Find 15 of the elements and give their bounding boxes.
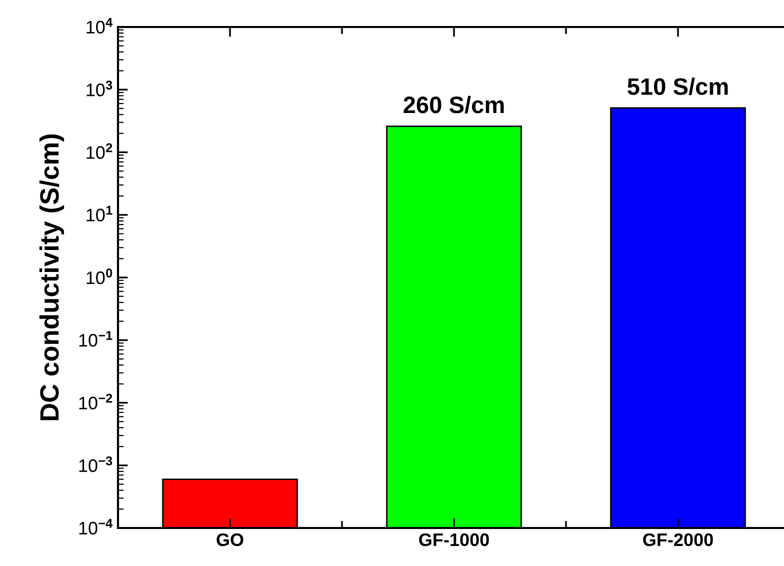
y-tick-label: 10$^{−1}$ <box>79 331 112 347</box>
x-tick-label: GF-2000 <box>643 533 713 546</box>
y-tick-label: 10$^{−2}$ <box>79 394 112 410</box>
x-tick-label: GF-1000 <box>419 533 489 546</box>
y-tick-label: 10$^{4}$ <box>86 18 113 34</box>
y-tick-label: 10$^{0}$ <box>86 268 112 284</box>
y-tick-label: 10$^{3}$ <box>86 80 112 96</box>
y-tick-label: 10$^{2}$ <box>86 143 112 159</box>
y-tick-label: 10$^{−3}$ <box>79 456 112 472</box>
y-tick-label: 10$^{−4}$ <box>79 519 113 535</box>
data-label: 260 S/cm <box>404 96 504 114</box>
x-tick-label: GO <box>216 533 244 546</box>
y-tick-label: 10$^{1}$ <box>86 206 112 222</box>
data-label: 510 S/cm <box>628 78 728 96</box>
y-axis-title: DC conductivity (S/cm) <box>39 134 64 420</box>
